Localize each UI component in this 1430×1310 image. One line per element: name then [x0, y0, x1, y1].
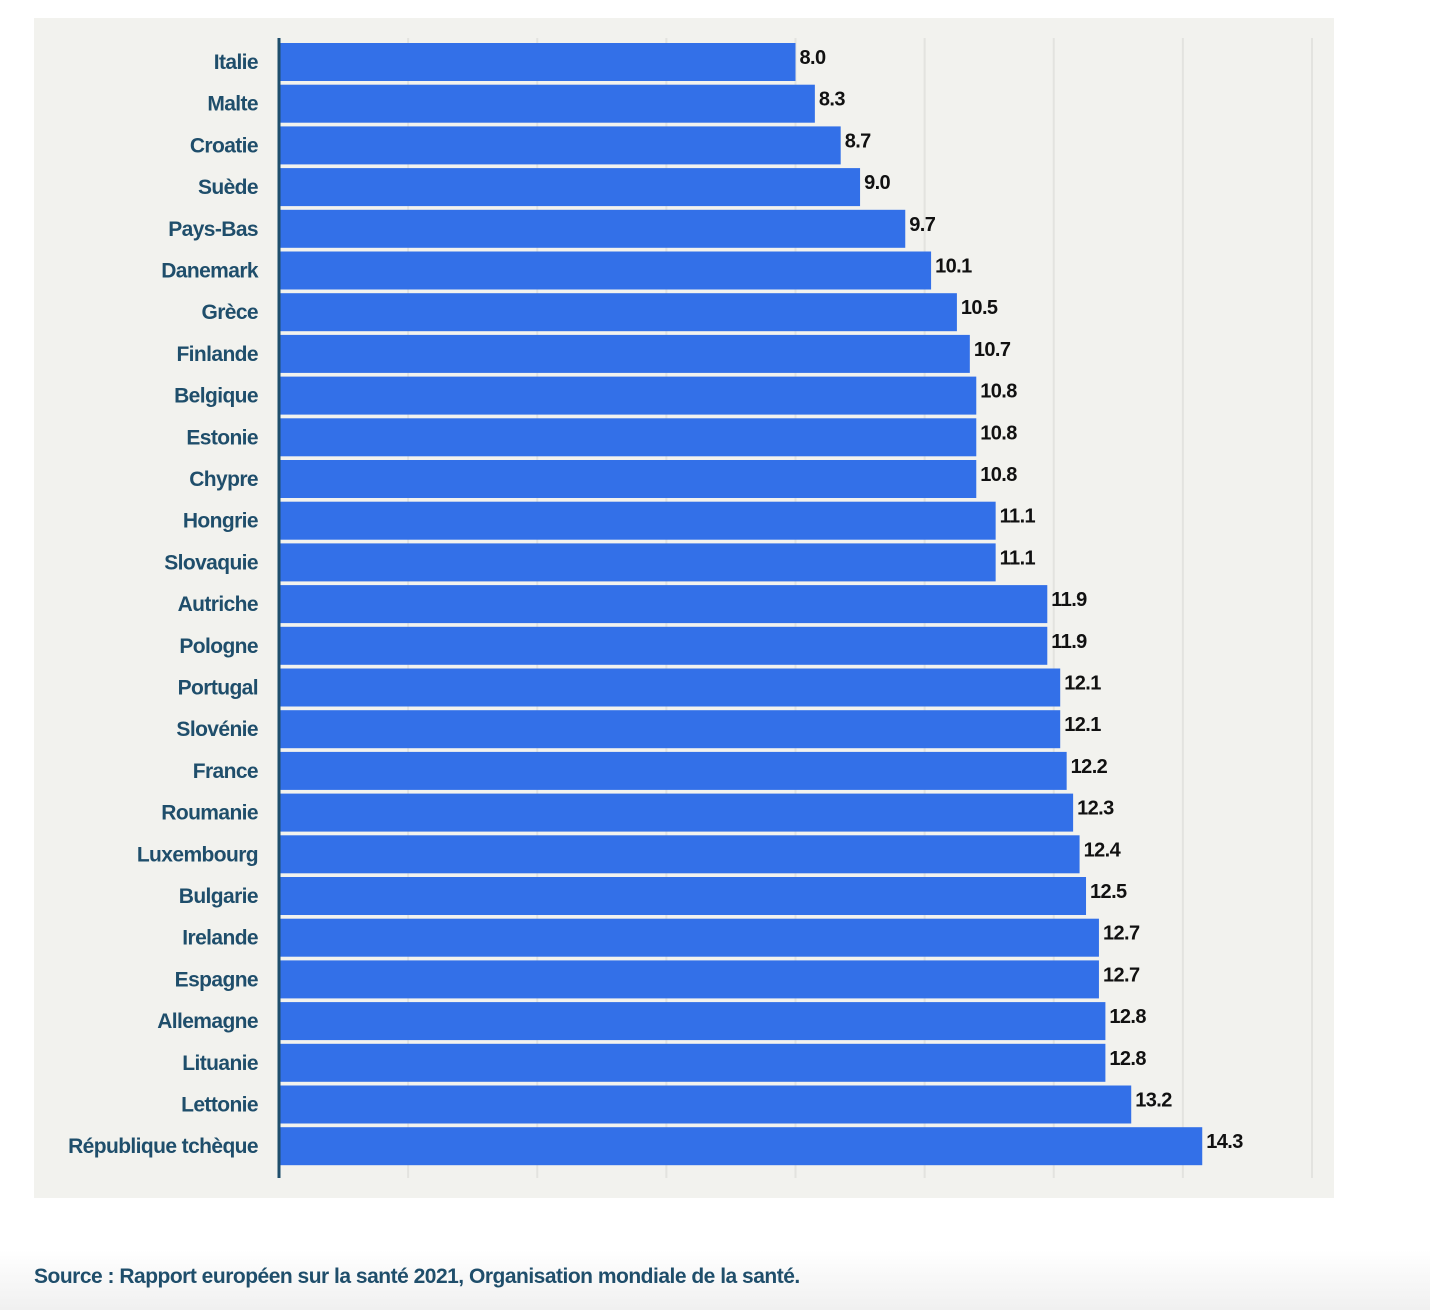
data-label: 9.0 — [864, 172, 890, 194]
bar — [280, 835, 1080, 874]
category-label: Slovénie — [176, 718, 258, 741]
bar — [280, 334, 970, 373]
category-label: Finlande — [176, 343, 258, 366]
data-label: 12.5 — [1090, 881, 1127, 903]
data-label: 10.1 — [935, 256, 972, 278]
data-label: 12.3 — [1077, 798, 1114, 820]
category-label: Allemagne — [157, 1010, 258, 1033]
category-label: Estonie — [186, 426, 258, 449]
data-label: 9.7 — [909, 214, 935, 236]
source-note: Source : Rapport européen sur la santé 2… — [34, 1265, 800, 1288]
bar — [280, 710, 1061, 749]
category-label: Bulgarie — [179, 885, 258, 908]
bar — [280, 460, 977, 498]
category-label: Irelande — [182, 927, 258, 950]
bar — [280, 1002, 1106, 1041]
data-label: 11.1 — [1000, 506, 1036, 528]
bar — [280, 293, 957, 332]
bar — [280, 918, 1099, 957]
bar — [280, 376, 977, 415]
bar — [280, 960, 1099, 999]
category-label: Autriche — [178, 593, 258, 616]
category-label: Pays-Bas — [168, 218, 258, 241]
category-label: France — [193, 760, 258, 783]
bar — [280, 793, 1074, 832]
category-label: Suède — [198, 176, 258, 199]
data-label: 11.9 — [1051, 589, 1087, 611]
data-label: 12.1 — [1064, 714, 1101, 736]
data-label: 8.3 — [819, 89, 845, 111]
bar — [280, 43, 796, 81]
bar — [280, 1127, 1203, 1166]
data-label: 13.2 — [1135, 1090, 1172, 1112]
data-label: 10.8 — [980, 422, 1017, 444]
data-label: 14.3 — [1206, 1131, 1243, 1153]
category-label: Portugal — [178, 677, 258, 700]
data-label: 11.9 — [1051, 631, 1087, 653]
category-label: République tchèque — [68, 1135, 258, 1158]
category-label: Danemark — [161, 260, 259, 283]
bar-chart: Italie 8.0 Malte 8.3 Croatie 8.7 Suède 9.0 Pays-… — [68, 38, 1313, 1178]
bar — [280, 251, 932, 290]
bottom-fade — [0, 1250, 1430, 1310]
data-label: 12.2 — [1071, 756, 1108, 778]
category-label: Belgique — [174, 385, 258, 408]
data-label: 12.7 — [1103, 964, 1140, 986]
category-label: Croatie — [190, 134, 258, 157]
category-label: Grèce — [201, 301, 258, 324]
category-label: Roumanie — [161, 802, 258, 825]
bar — [280, 418, 977, 457]
bar — [280, 168, 861, 207]
category-label: Espagne — [175, 968, 258, 991]
data-label: 10.5 — [961, 297, 998, 319]
category-label: Luxembourg — [137, 843, 258, 866]
data-label: 12.1 — [1064, 673, 1101, 695]
data-label: 8.7 — [845, 130, 871, 152]
category-label: Hongrie — [183, 510, 258, 533]
bar — [280, 668, 1061, 707]
category-label: Chypre — [189, 468, 258, 491]
category-label: Pologne — [179, 635, 258, 658]
bar — [280, 585, 1048, 624]
bar — [280, 626, 1048, 665]
bar — [280, 543, 996, 582]
category-label: Italie — [214, 51, 258, 74]
bar — [280, 1085, 1132, 1124]
bar — [280, 877, 1087, 915]
data-label: 10.7 — [974, 339, 1011, 361]
data-label: 10.8 — [980, 464, 1017, 486]
bar — [280, 1043, 1106, 1082]
data-label: 10.8 — [980, 381, 1017, 403]
bar — [280, 84, 815, 123]
category-label: Slovaquie — [164, 551, 258, 574]
bar — [280, 751, 1067, 790]
data-label: 11.1 — [1000, 547, 1036, 569]
bar — [280, 501, 996, 540]
bar — [280, 209, 906, 248]
data-label: 8.0 — [800, 47, 826, 69]
data-label: 12.8 — [1109, 1006, 1146, 1028]
category-label: Lituanie — [182, 1052, 258, 1075]
category-label: Lettonie — [181, 1094, 258, 1117]
data-label: 12.4 — [1084, 839, 1122, 861]
data-label: 12.8 — [1109, 1048, 1146, 1070]
chart-panel: Italie 8.0 Malte 8.3 Croatie 8.7 Suède 9.0 Pays-… — [34, 18, 1334, 1198]
category-label: Malte — [207, 93, 258, 116]
bar — [280, 126, 841, 165]
data-label: 12.7 — [1103, 923, 1140, 945]
